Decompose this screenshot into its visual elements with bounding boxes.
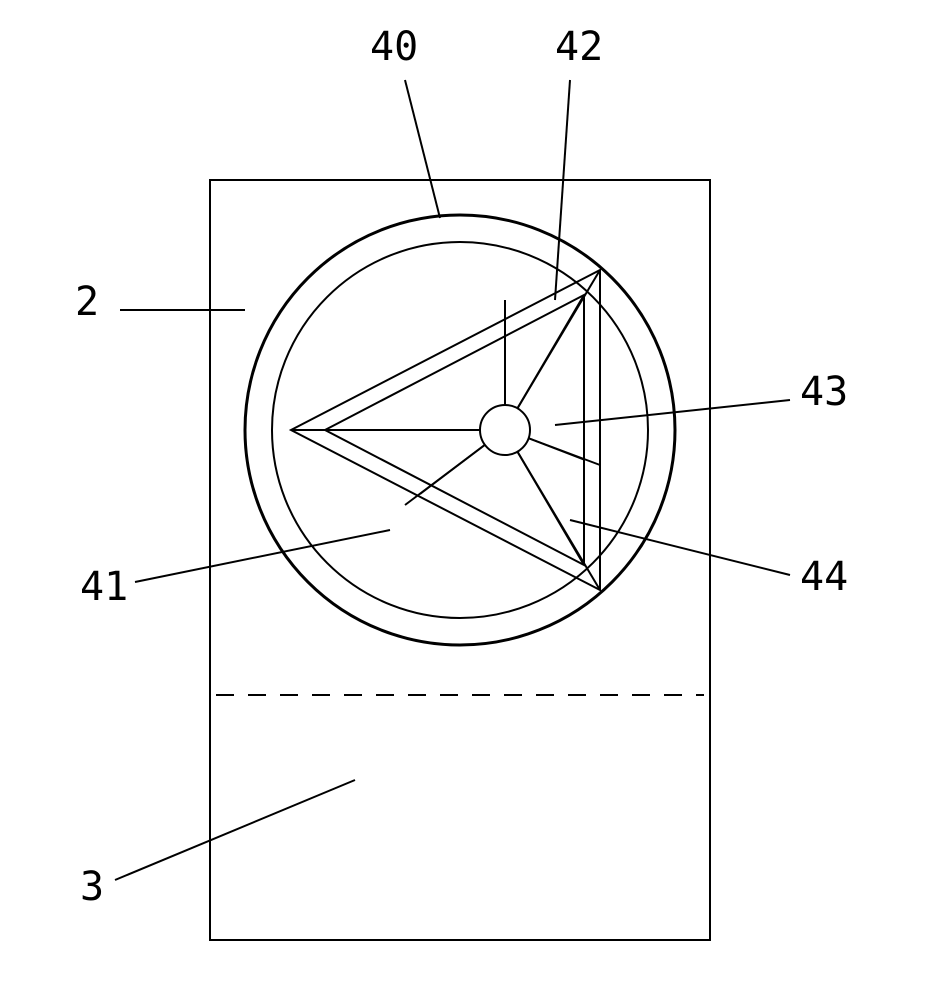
leader-l3: [115, 780, 355, 880]
label-l40: 40: [370, 24, 418, 70]
hub-circle: [480, 405, 530, 455]
leader-l44: [570, 520, 790, 575]
label-l42: 42: [555, 24, 603, 70]
outer-frame: [210, 180, 710, 940]
leader-l41: [135, 530, 390, 582]
label-l43: 43: [800, 369, 848, 415]
mid-spoke-right-inner: [528, 438, 585, 460]
leader-l40: [405, 80, 440, 218]
label-l2: 2: [75, 279, 99, 325]
label-l41: 41: [80, 564, 128, 610]
leader-l42: [555, 80, 570, 300]
label-l44: 44: [800, 554, 848, 600]
mid-spoke-botleft-inner: [420, 444, 486, 494]
label-l3: 3: [80, 864, 104, 910]
